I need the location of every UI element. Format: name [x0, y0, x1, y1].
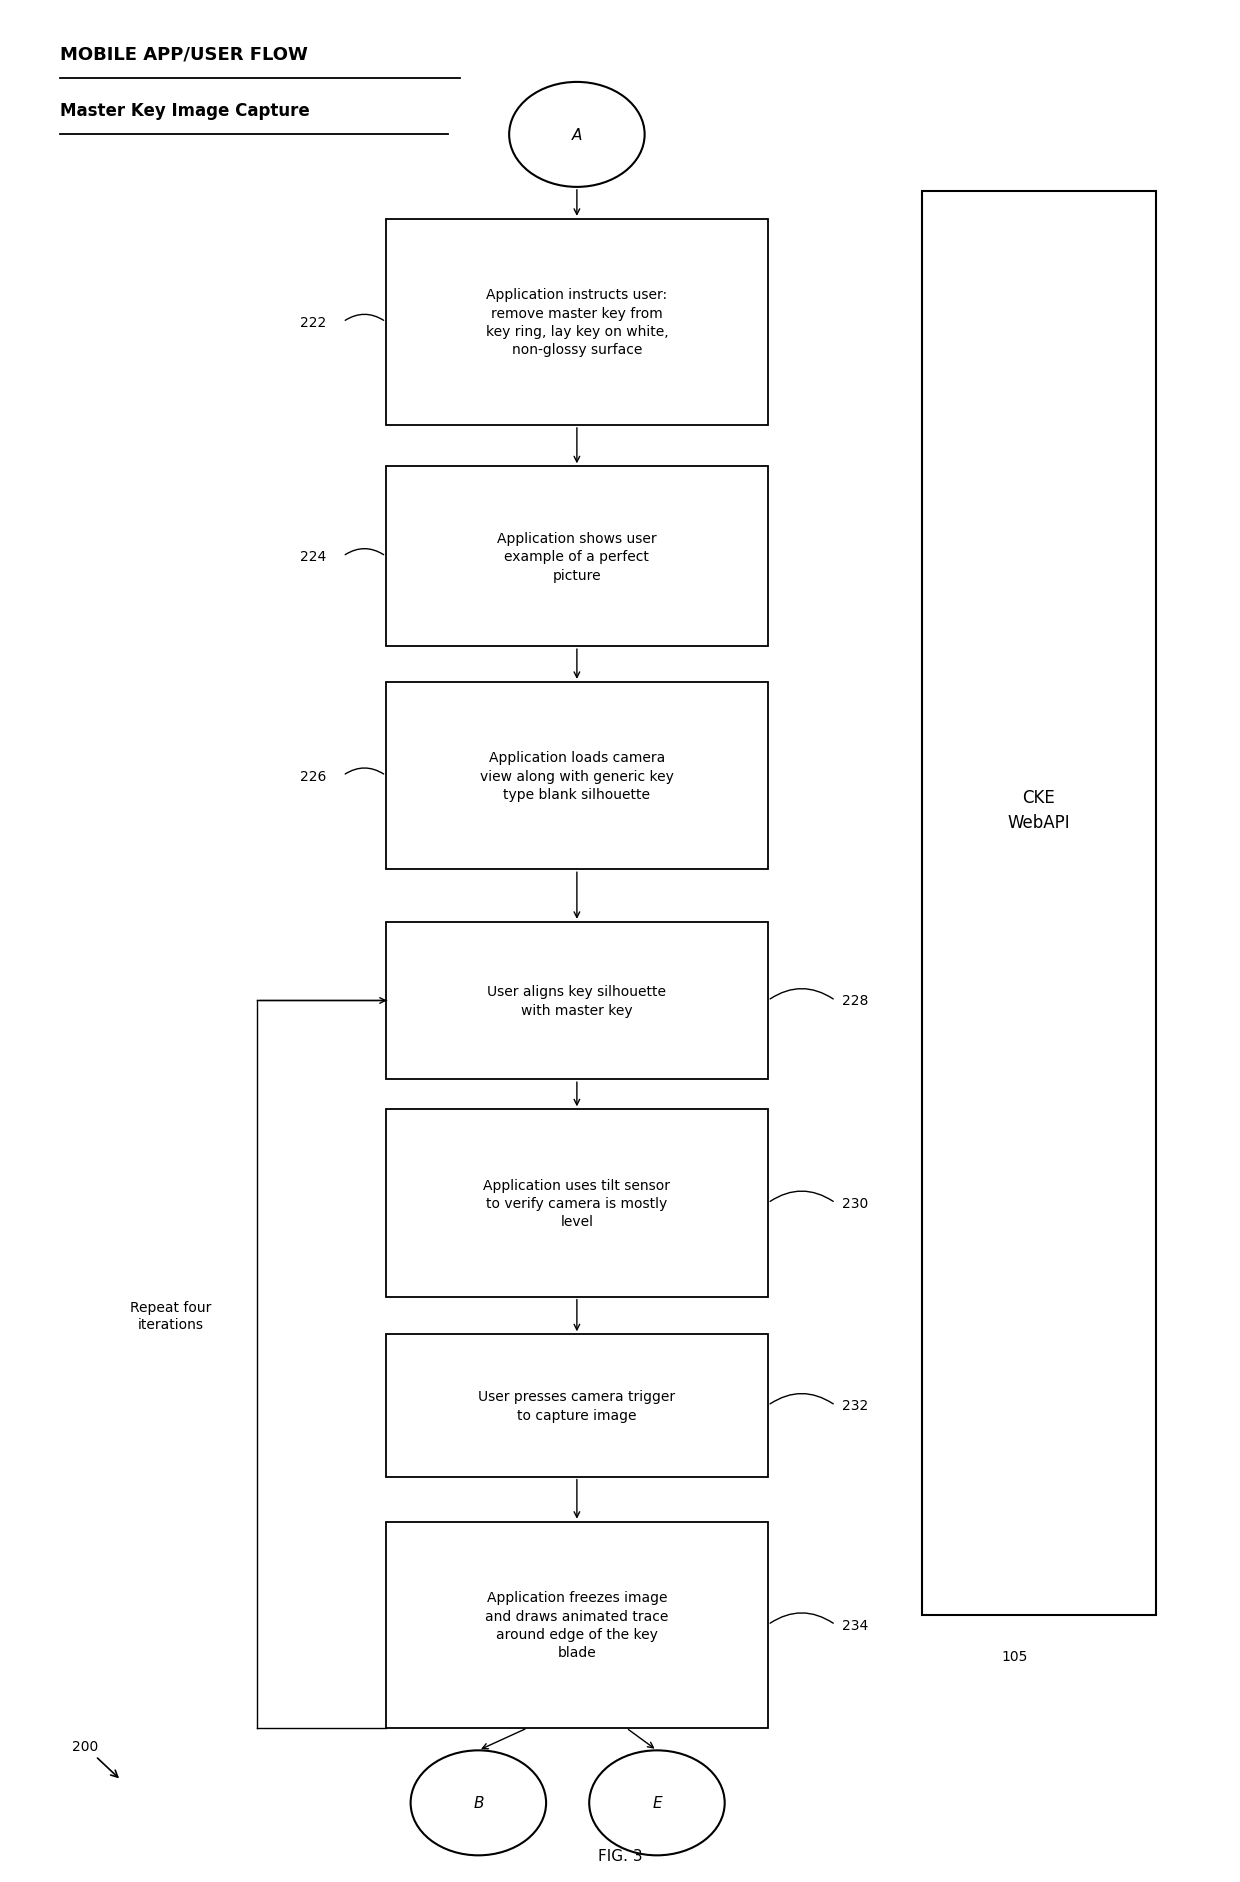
- Text: 222: 222: [300, 316, 326, 329]
- Text: User aligns key silhouette
with master key: User aligns key silhouette with master k…: [487, 984, 666, 1016]
- Text: Application instructs user:
remove master key from
key ring, lay key on white,
n: Application instructs user: remove maste…: [486, 288, 668, 358]
- Text: 105: 105: [1001, 1649, 1027, 1664]
- Text: CKE
WebAPI: CKE WebAPI: [1007, 789, 1070, 832]
- Text: MOBILE APP/USER FLOW: MOBILE APP/USER FLOW: [60, 45, 308, 64]
- Bar: [386, 1523, 768, 1728]
- Bar: [386, 1110, 768, 1297]
- Bar: [386, 922, 768, 1080]
- Text: 226: 226: [300, 770, 326, 783]
- Text: 228: 228: [842, 994, 868, 1009]
- Text: E: E: [652, 1795, 662, 1810]
- Text: Application uses tilt sensor
to verify camera is mostly
level: Application uses tilt sensor to verify c…: [484, 1178, 671, 1229]
- Text: Application shows user
example of a perfect
picture: Application shows user example of a perf…: [497, 531, 657, 582]
- Text: FIG. 3: FIG. 3: [598, 1848, 642, 1863]
- Text: 224: 224: [300, 550, 326, 565]
- Text: Master Key Image Capture: Master Key Image Capture: [60, 102, 309, 120]
- Text: Application freezes image
and draws animated trace
around edge of the key
blade: Application freezes image and draws anim…: [485, 1590, 668, 1660]
- Bar: [386, 467, 768, 647]
- Text: A: A: [572, 128, 582, 143]
- Text: B: B: [474, 1795, 484, 1810]
- Text: User presses camera trigger
to capture image: User presses camera trigger to capture i…: [479, 1389, 676, 1423]
- Bar: [921, 192, 1156, 1615]
- Text: Application loads camera
view along with generic key
type blank silhouette: Application loads camera view along with…: [480, 751, 673, 802]
- Ellipse shape: [589, 1750, 724, 1856]
- Bar: [386, 683, 768, 869]
- Bar: [386, 220, 768, 425]
- Text: 230: 230: [842, 1197, 868, 1210]
- Text: Repeat four
iterations: Repeat four iterations: [130, 1300, 211, 1331]
- Ellipse shape: [510, 83, 645, 188]
- Ellipse shape: [410, 1750, 546, 1856]
- Text: 234: 234: [842, 1619, 868, 1632]
- Text: 232: 232: [842, 1398, 868, 1413]
- Bar: [386, 1334, 768, 1477]
- Text: 200: 200: [72, 1739, 118, 1777]
